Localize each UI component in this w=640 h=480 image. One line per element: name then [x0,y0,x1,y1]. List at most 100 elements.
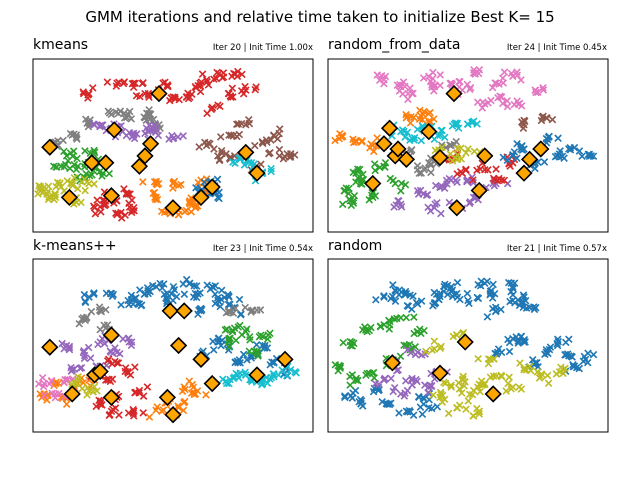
data-point [487,96,495,105]
data-point [62,400,71,408]
data-point [245,119,254,128]
data-point [402,313,411,322]
data-point [153,403,161,411]
data-point [124,334,133,342]
data-point [125,107,134,116]
data-point [406,349,415,357]
data-point [484,166,492,174]
data-point [469,176,477,184]
data-point [156,279,164,288]
data-point [232,336,240,345]
data-point [267,164,275,173]
cluster-orange [331,106,438,156]
data-point [252,341,261,349]
data-point [51,393,60,402]
cluster-center [237,143,255,162]
data-point [395,80,404,89]
cluster-blue [491,332,598,375]
data-point [513,154,521,162]
data-point [390,315,399,323]
data-point [83,391,91,399]
data-point [519,291,528,299]
data-point [217,341,225,350]
data-point [385,325,394,333]
cluster-center [91,362,109,381]
data-point [431,181,440,190]
data-point [358,138,366,146]
cluster-center [470,181,488,200]
data-point [362,371,370,379]
data-point [479,98,487,106]
data-point [245,333,254,341]
data-point [395,197,403,205]
data-point [414,392,423,401]
data-point [132,91,141,100]
data-point [440,133,449,142]
data-point [334,366,342,375]
data-point [438,126,446,135]
data-point [58,339,66,348]
data-point [292,369,300,377]
data-point [108,405,117,414]
data-point [104,355,113,364]
data-point [428,346,437,354]
cluster-blue [372,277,540,321]
data-point [39,382,48,391]
data-point [133,299,142,308]
data-point [409,89,417,98]
data-point [535,374,544,382]
data-point [488,83,497,92]
data-point [245,347,254,356]
data-point [436,344,444,353]
data-point [403,128,412,137]
data-point [446,285,454,293]
data-point [239,90,248,98]
data-point [40,391,49,400]
data-point [143,383,152,391]
data-point [43,396,51,404]
data-point [88,171,96,179]
data-point [507,69,516,78]
data-point [417,329,425,338]
data-point [208,104,217,112]
data-point [519,124,528,133]
data-point [209,346,218,354]
data-point [505,347,514,356]
cluster-center [203,374,221,393]
data-point [125,300,133,309]
data-point [131,79,140,88]
data-point [355,165,364,174]
data-point [428,80,436,89]
data-point [459,372,468,381]
data-point [449,332,458,341]
data-point [383,400,392,409]
data-point [258,381,266,389]
data-point [139,78,147,87]
data-point [405,340,414,349]
data-point [367,191,376,200]
data-point [226,300,234,309]
data-point [464,145,472,153]
data-point [352,178,360,186]
data-point [270,358,278,366]
data-point [219,375,227,384]
data-point [117,301,125,309]
cluster-center [102,187,121,205]
data-point [70,130,78,138]
data-point [429,68,437,77]
data-point [517,332,526,341]
data-point [339,338,348,347]
data-point [448,157,457,165]
data-point [468,390,477,399]
data-point [331,136,339,145]
data-point [128,206,136,214]
data-point [483,277,491,286]
data-point [505,373,513,382]
data-point [116,107,125,115]
data-point [397,203,406,211]
data-point [84,91,92,99]
cluster-center [136,147,154,165]
cluster-olive [422,328,498,368]
data-point [219,73,228,81]
panel-title: kmeans [33,37,88,53]
